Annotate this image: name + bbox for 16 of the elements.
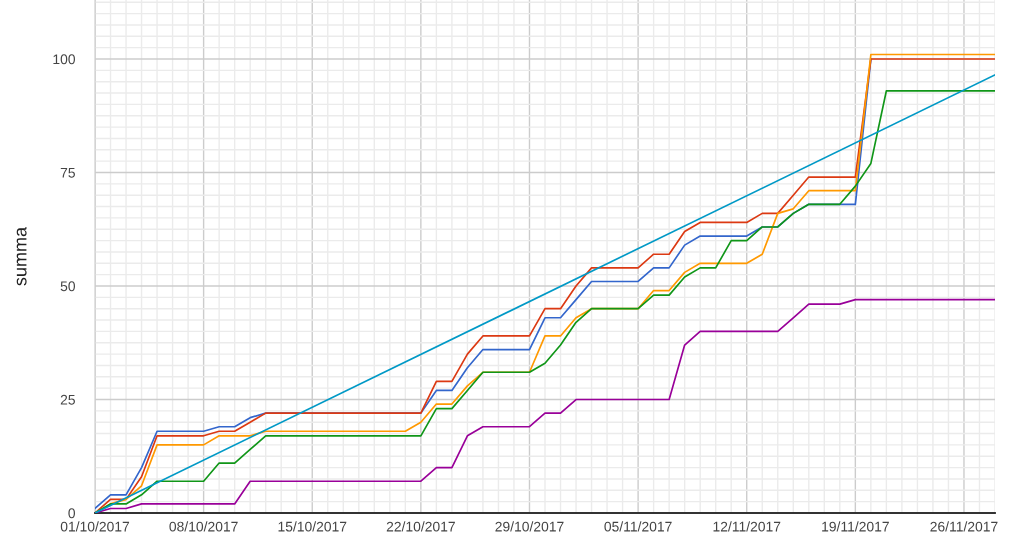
x-tick-label: 29/10/2017 — [495, 521, 564, 532]
x-tick-label: 22/10/2017 — [386, 521, 455, 532]
x-tick-label: 12/11/2017 — [713, 521, 781, 532]
y-tick-label: 100 — [53, 54, 76, 65]
y-tick-label: 25 — [60, 394, 75, 405]
x-tick-label: 01/10/2017 — [60, 521, 130, 532]
y-tick-label: 75 — [60, 167, 75, 178]
y-axis-title: summa — [16, 226, 27, 286]
y-tick-label: 50 — [60, 281, 76, 292]
y-tick-label: 0 — [68, 508, 76, 519]
x-tick-label: 05/11/2017 — [604, 521, 672, 532]
x-tick-label: 19/11/2017 — [822, 521, 889, 532]
x-tick-label: 26/11/2017 — [930, 521, 998, 532]
x-tick-label: 15/10/2017 — [278, 521, 347, 532]
x-tick-label: 08/10/2017 — [169, 521, 238, 532]
line-series — [95, 298, 995, 513]
